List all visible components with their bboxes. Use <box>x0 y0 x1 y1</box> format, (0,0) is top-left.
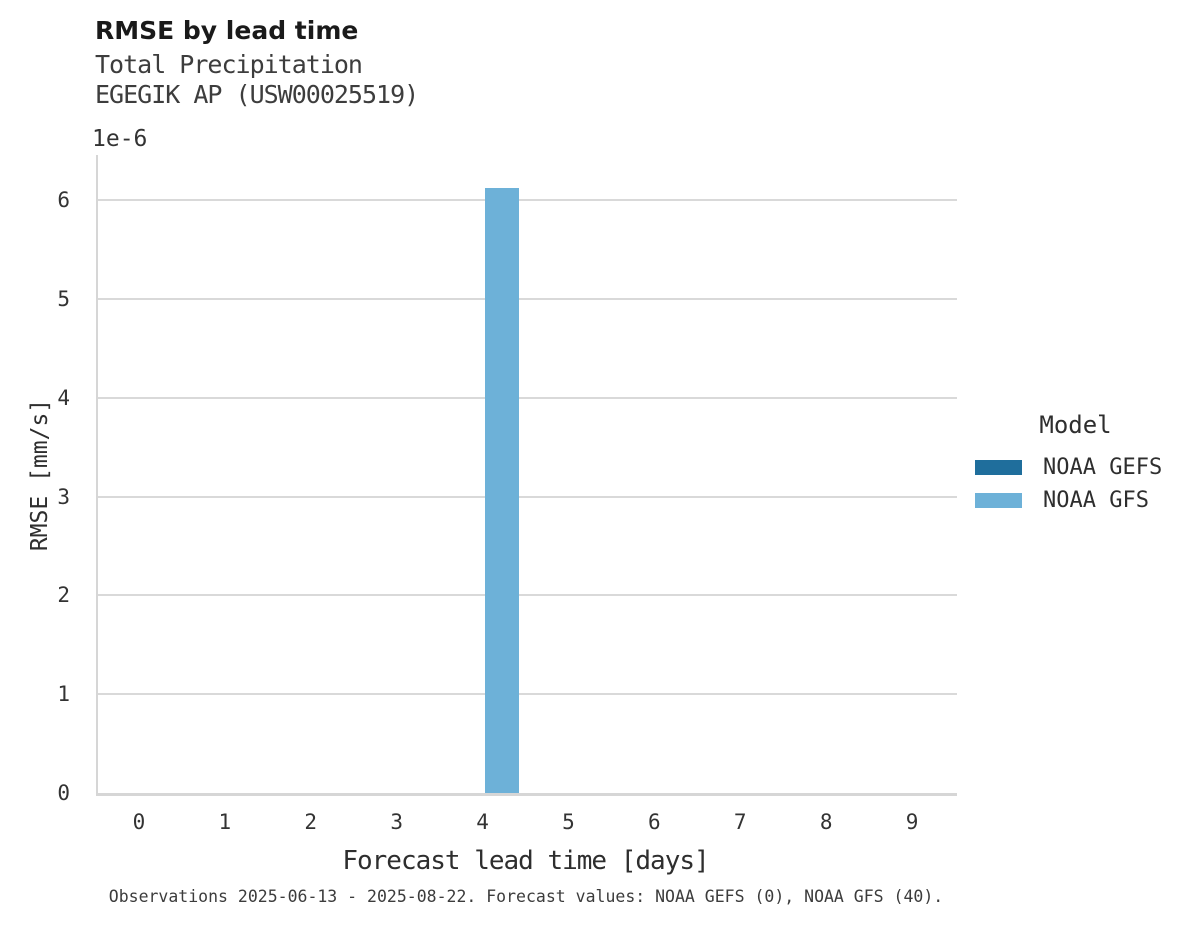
gridline <box>98 495 957 498</box>
x-tick-label: 1 <box>218 810 232 834</box>
legend-title: Model <box>1039 411 1112 439</box>
x-tick-label: 5 <box>562 810 575 834</box>
legend-item-label: NOAA GEFS <box>1043 455 1163 480</box>
x-tick-label: 4 <box>476 810 489 834</box>
chart-title: RMSE by lead time <box>95 16 359 45</box>
x-tick-label: 8 <box>819 810 833 834</box>
x-tick-label: 9 <box>905 810 919 834</box>
legend-item-noaa-gfs: NOAA GFS <box>973 484 1178 517</box>
plot-area <box>96 155 957 796</box>
legend-swatch-noaa-gefs <box>975 460 1022 475</box>
bar-noaa-gfs <box>484 187 519 793</box>
gridline <box>98 693 957 696</box>
y-tick-label: 6 <box>57 188 70 213</box>
x-axis-label: Forecast lead time [days] <box>342 846 709 876</box>
x-tick-label: 7 <box>733 810 747 834</box>
x-tick-label: 3 <box>390 810 403 834</box>
x-tick-label: 6 <box>648 810 661 834</box>
legend: Model NOAA GEFS NOAA GFS <box>973 411 1178 517</box>
gridline <box>98 396 957 399</box>
chart-subtitle-station: EGEGIK AP (USW00025519) <box>95 80 419 109</box>
y-tick-label: 5 <box>57 287 70 312</box>
legend-items: NOAA GEFS NOAA GFS <box>973 451 1178 517</box>
y-tick-label: 1 <box>57 682 70 707</box>
legend-item-noaa-gefs: NOAA GEFS <box>973 451 1178 484</box>
y-tick-label: 3 <box>57 484 70 509</box>
y-tick-label: 4 <box>57 385 70 410</box>
legend-item-label: NOAA GFS <box>1043 488 1149 513</box>
x-tick-label: 0 <box>132 810 146 834</box>
y-tick-label: 2 <box>57 583 70 608</box>
footer-caption: Observations 2025-06-13 - 2025-08-22. Fo… <box>108 887 944 906</box>
gridline <box>98 199 957 202</box>
gridline <box>98 594 957 597</box>
chart-subtitle-variable: Total Precipitation <box>95 50 363 79</box>
y-axis-offset-label: 1e-6 <box>92 126 148 152</box>
legend-swatch-noaa-gfs <box>975 493 1022 508</box>
x-tick-label: 2 <box>304 810 318 834</box>
gridline <box>98 298 957 301</box>
y-tick-label: 0 <box>57 781 70 805</box>
